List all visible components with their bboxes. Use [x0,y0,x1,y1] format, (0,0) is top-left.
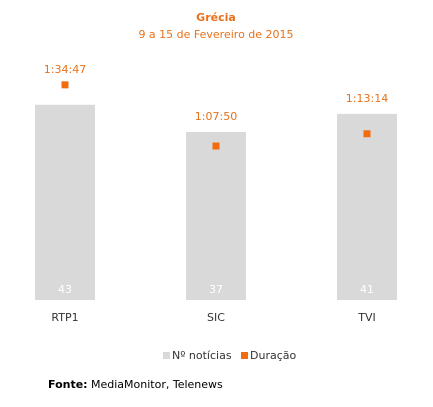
bar-value-label: 43 [58,283,72,296]
x-tick-label: TVI [357,311,376,324]
duration-label: 1:13:14 [346,92,388,105]
bar [35,104,95,300]
bar-value-label: 37 [209,283,223,296]
x-tick-label: RTP1 [51,311,78,324]
bar [337,113,397,300]
duration-marker [212,142,220,150]
source-label: Fonte: [48,378,88,391]
duration-marker [363,130,371,138]
duration-label: 1:34:47 [44,63,86,76]
chart-subtitle: 9 a 15 de Fevereiro de 2015 [138,28,293,41]
bar-value-label: 41 [360,283,374,296]
legend-label: Duração [250,349,296,362]
source: MediaMonitor, Telenews [91,378,223,391]
duration-label: 1:07:50 [195,110,237,123]
x-tick-label: SIC [207,311,225,324]
legend-swatch [163,352,170,359]
legend-swatch [241,352,248,359]
bar [186,132,246,300]
chart-title: Grécia [196,11,236,24]
legend-label: Nº notícias [172,349,232,362]
duration-marker [61,81,69,89]
